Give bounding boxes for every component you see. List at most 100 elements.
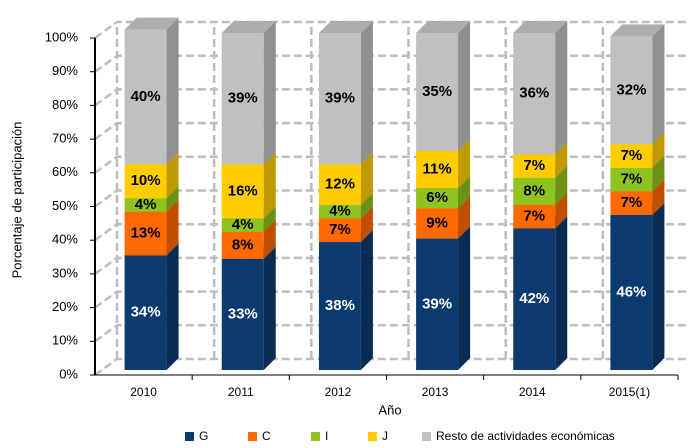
bar-segment bbox=[124, 255, 167, 370]
value-label: 9% bbox=[426, 214, 448, 231]
bar-segment bbox=[610, 167, 653, 192]
bar-side bbox=[360, 152, 373, 205]
grid-line bbox=[94, 20, 688, 40]
x-tick-label: 2015(1) bbox=[609, 385, 650, 399]
y-axis-title: Porcentaje de participación bbox=[9, 122, 24, 279]
x-axis-title: Año bbox=[378, 402, 401, 417]
value-label: 34% bbox=[131, 304, 161, 321]
y-tick-label: 100% bbox=[45, 29, 79, 44]
grid-line bbox=[94, 121, 688, 141]
bar-segment bbox=[221, 164, 264, 219]
value-label: 10% bbox=[131, 172, 161, 189]
bar-segment bbox=[124, 211, 167, 256]
bar-segment bbox=[318, 204, 361, 219]
grid-line bbox=[94, 324, 688, 343]
y-tick-label: 30% bbox=[52, 265, 78, 280]
value-label: 32% bbox=[616, 81, 646, 98]
value-label: 46% bbox=[616, 283, 646, 300]
value-label: 40% bbox=[131, 88, 161, 105]
bar-segment bbox=[221, 258, 264, 370]
bar-segment bbox=[124, 198, 167, 212]
bar-segment bbox=[318, 164, 361, 205]
bar-segment bbox=[318, 241, 361, 370]
bar-side bbox=[458, 196, 471, 239]
grid-line bbox=[94, 189, 688, 208]
x-tick-label: 2013 bbox=[422, 385, 449, 399]
y-tick-label: 50% bbox=[52, 198, 78, 213]
bar-segment bbox=[610, 214, 653, 370]
bar-side bbox=[166, 243, 179, 370]
value-label: 33% bbox=[228, 305, 258, 322]
bar-segment bbox=[124, 164, 167, 199]
bar-segment bbox=[513, 154, 556, 178]
value-label: 8% bbox=[232, 236, 254, 253]
value-label: 12% bbox=[325, 176, 355, 193]
bar-segment bbox=[318, 33, 361, 165]
grid-line bbox=[94, 88, 688, 107]
bar-top bbox=[513, 21, 568, 33]
grid-line bbox=[94, 357, 688, 377]
value-label: 7% bbox=[621, 194, 643, 211]
value-label: 38% bbox=[325, 297, 355, 314]
bar-segment bbox=[416, 238, 459, 370]
legend-swatch bbox=[422, 432, 431, 441]
grid-line bbox=[94, 222, 688, 242]
legend-swatch bbox=[368, 432, 377, 441]
value-label: 7% bbox=[523, 157, 545, 174]
value-label: 4% bbox=[135, 196, 157, 213]
value-label: 39% bbox=[228, 90, 258, 107]
bar-segment bbox=[416, 33, 459, 151]
bar-segment bbox=[416, 208, 459, 239]
bar-side bbox=[360, 206, 373, 242]
bar-segment bbox=[318, 218, 361, 242]
value-label: 39% bbox=[325, 90, 355, 107]
bar-segment bbox=[124, 29, 167, 165]
bar-side bbox=[360, 21, 373, 165]
value-label: 6% bbox=[426, 189, 448, 206]
legend-label: G bbox=[199, 429, 208, 443]
bar-segment bbox=[221, 218, 264, 232]
value-label: 4% bbox=[232, 216, 254, 233]
bar-side bbox=[166, 186, 179, 212]
legend-swatch bbox=[248, 432, 257, 441]
bar-side bbox=[263, 246, 276, 370]
bar-side bbox=[652, 202, 665, 370]
grid-line bbox=[94, 256, 688, 275]
bar-segment bbox=[416, 188, 459, 209]
bar-side bbox=[652, 155, 665, 192]
bar-side bbox=[360, 192, 373, 219]
value-label: 4% bbox=[329, 203, 351, 220]
bar-side bbox=[458, 176, 471, 209]
legend-label: J bbox=[382, 429, 388, 443]
bar-side bbox=[263, 21, 276, 165]
y-tick-label: 80% bbox=[52, 97, 78, 112]
x-tick-label: 2010 bbox=[130, 385, 157, 399]
bar-segment bbox=[610, 191, 653, 215]
bar-side bbox=[458, 138, 471, 189]
bar-side bbox=[166, 17, 179, 165]
bar-side bbox=[652, 132, 665, 168]
value-label: 35% bbox=[422, 83, 452, 100]
bar-segment bbox=[610, 36, 653, 145]
bar-segment bbox=[610, 144, 653, 168]
legend-label: Resto de actividades económicas bbox=[436, 429, 615, 443]
bar-side bbox=[166, 199, 179, 256]
bar-side bbox=[555, 21, 568, 155]
value-label: 7% bbox=[621, 147, 643, 164]
value-label: 7% bbox=[621, 171, 643, 188]
legend-swatch bbox=[311, 432, 320, 441]
bar-side bbox=[555, 216, 568, 370]
y-tick-label: 40% bbox=[52, 232, 78, 247]
value-label: 7% bbox=[329, 221, 351, 238]
value-label: 7% bbox=[523, 208, 545, 225]
bar-top bbox=[416, 21, 471, 33]
bar-side bbox=[263, 206, 276, 232]
bar-top bbox=[318, 21, 373, 33]
value-label: 16% bbox=[228, 182, 258, 199]
bar-side bbox=[263, 219, 276, 259]
x-tick-label: 2014 bbox=[519, 385, 546, 399]
bar-segment bbox=[513, 33, 556, 155]
bar-segment bbox=[513, 228, 556, 370]
value-label: 36% bbox=[519, 85, 549, 102]
